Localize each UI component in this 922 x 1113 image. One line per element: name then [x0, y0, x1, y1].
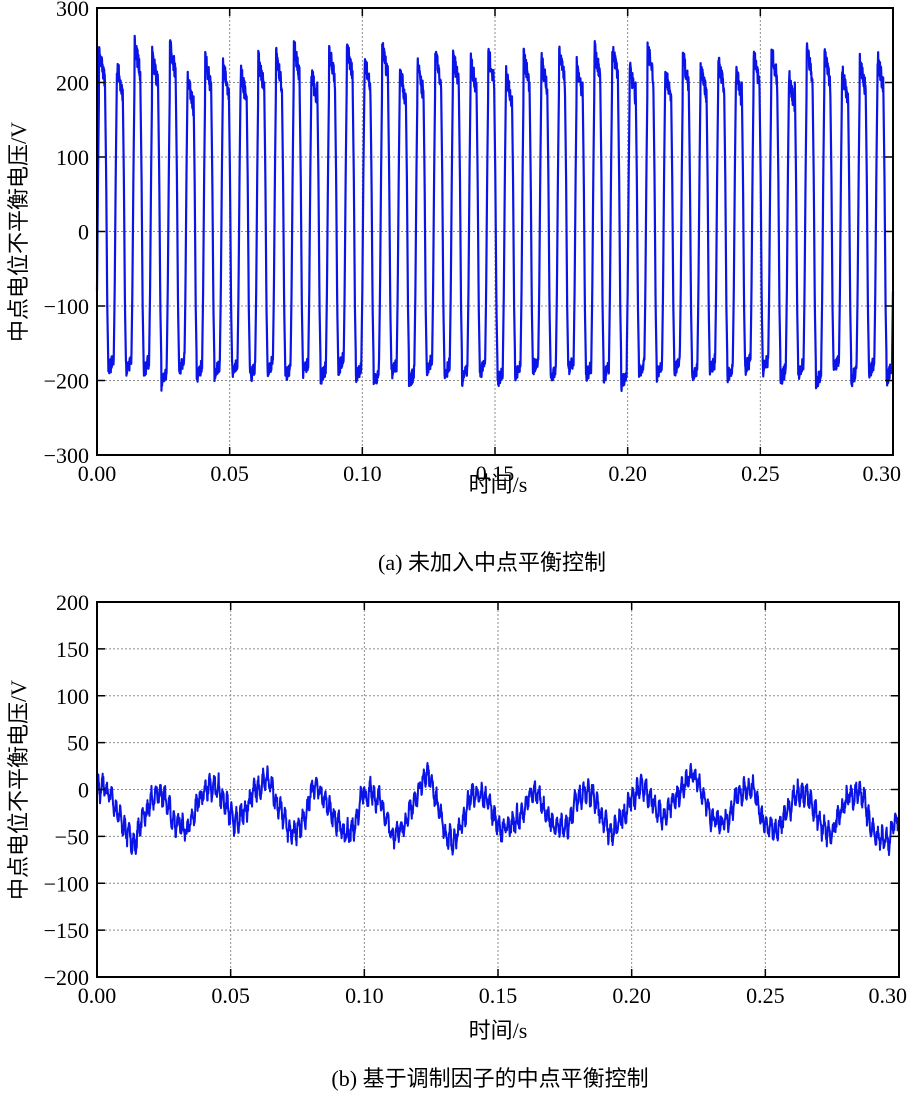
- chart-a-xtick-label: 0.00: [78, 461, 117, 486]
- chart-a-xlabel: 时间/s: [469, 472, 528, 497]
- chart-a-xtick-labels: 0.00 0.05 0.10 0.15 0.20 0.25 0.30: [78, 461, 901, 486]
- chart-a-ylabel: 中点电位不平衡电压/V: [6, 122, 31, 342]
- chart-a-caption: (a) 未加入中点平衡控制: [378, 550, 606, 575]
- chart-a-series-line: [95, 34, 895, 393]
- chart-a-xtick-label: 0.10: [343, 461, 382, 486]
- chart-b-ytick-label: −50: [55, 824, 89, 849]
- chart-b: 0.00 0.05 0.10 0.15 0.20 0.25 0.30 −200 −150 −10…: [0, 590, 922, 1108]
- chart-b-ytick-labels: −200 −150 −100 −50 0 50 100 150 200: [44, 590, 89, 990]
- chart-a-ytick-label: −300: [44, 443, 89, 468]
- chart-a-svg: 0.00 0.05 0.10 0.15 0.20 0.25 0.30 −300 −200 −10…: [6, 0, 901, 575]
- chart-a-xtick-label: 0.15: [476, 461, 515, 486]
- chart-a-ytick-label: −100: [44, 294, 89, 319]
- chart-a-series: [95, 34, 895, 393]
- chart-b-xtick-label: 0.30: [869, 983, 908, 1008]
- chart-b-ytick-label: 50: [67, 731, 89, 756]
- chart-a: 0.00 0.05 0.10 0.15 0.20 0.25 0.30 −300 −200 −10…: [6, 0, 901, 575]
- chart-b-ytick-label: 100: [56, 684, 89, 709]
- chart-b-ticks: [96, 601, 900, 978]
- chart-a-ticks: [96, 7, 894, 456]
- chart-b-xtick-label: 0.15: [479, 983, 518, 1008]
- chart-a-xtick-label: 0.25: [741, 461, 780, 486]
- chart-b-xtick-label: 0.00: [78, 983, 117, 1008]
- chart-b-xlabel: 时间/s: [469, 1018, 528, 1043]
- chart-b-series-line: [96, 761, 900, 857]
- chart-a-ytick-label: −200: [44, 369, 89, 394]
- chart-a-ytick-labels: −300 −200 −100 0 100 200 300: [44, 0, 89, 468]
- chart-b-grid: [97, 602, 899, 977]
- chart-b-svg: 0.00 0.05 0.10 0.15 0.20 0.25 0.30 −200 −150 −10…: [6, 590, 907, 1091]
- chart-a-ytick-label: 0: [78, 220, 89, 245]
- chart-a-xtick-label: 0.05: [210, 461, 249, 486]
- chart-b-xtick-label: 0.05: [211, 983, 250, 1008]
- chart-b-ytick-label: −100: [44, 871, 89, 896]
- chart-a-xtick-label: 0.30: [863, 461, 902, 486]
- chart-b-ylabel: 中点电位不平衡电压/V: [6, 680, 31, 900]
- chart-b-ytick-label: −150: [44, 918, 89, 943]
- chart-b-ytick-label: 0: [78, 778, 89, 803]
- chart-b-caption: (b) 基于调制因子的中点平衡控制: [331, 1066, 648, 1091]
- chart-b-ytick-label: 200: [56, 590, 89, 615]
- chart-b-xtick-label: 0.25: [746, 983, 785, 1008]
- chart-a-ytick-label: 300: [56, 0, 89, 21]
- chart-a-xtick-label: 0.20: [608, 461, 647, 486]
- chart-b-ytick-label: 150: [56, 637, 89, 662]
- chart-b-ytick-label: −200: [44, 965, 89, 990]
- chart-b-series: [96, 761, 900, 857]
- chart-b-xtick-label: 0.20: [612, 983, 651, 1008]
- chart-b-xtick-labels: 0.00 0.05 0.10 0.15 0.20 0.25 0.30: [78, 983, 907, 1008]
- chart-a-ytick-label: 200: [56, 71, 89, 96]
- chart-a-ytick-label: 100: [56, 145, 89, 170]
- chart-b-xtick-label: 0.10: [345, 983, 384, 1008]
